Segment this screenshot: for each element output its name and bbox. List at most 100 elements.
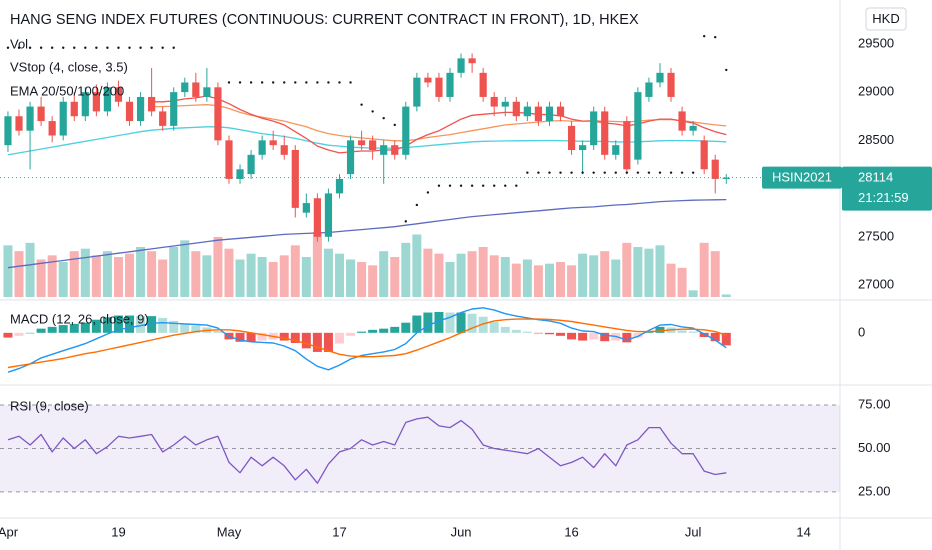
candle-body — [302, 203, 310, 213]
candle-body — [291, 150, 299, 208]
macd-histogram-bar — [213, 331, 223, 333]
volume-bar — [147, 251, 157, 297]
candle-body — [81, 92, 89, 117]
volume-bar — [246, 253, 256, 297]
vstop-dot — [493, 184, 496, 187]
vstop-dot — [238, 81, 242, 84]
candle-body — [236, 169, 244, 179]
candle-body — [103, 87, 112, 112]
volume-bar — [224, 248, 234, 297]
volume-bar — [445, 262, 455, 297]
candle-body — [280, 145, 288, 155]
candle-body — [590, 111, 598, 146]
macd-histogram-bar — [301, 332, 311, 349]
volume-bar — [346, 259, 356, 297]
volume-bar — [401, 242, 411, 297]
volume-bar — [500, 257, 510, 297]
vstop-dot — [39, 46, 43, 49]
volume-bar — [699, 242, 709, 297]
candle-body — [722, 177, 730, 179]
macd-histogram-bar — [434, 311, 444, 333]
macd-histogram-bar — [346, 332, 356, 336]
macd-histogram-bar — [511, 329, 521, 333]
candle-body — [645, 82, 653, 97]
macd-histogram-bar — [158, 317, 168, 333]
y-tick-label: 29000 — [858, 84, 894, 99]
candle-body — [125, 101, 134, 122]
macd-histogram-bar — [235, 332, 245, 342]
candle-body — [402, 106, 410, 155]
vstop-dot — [669, 171, 673, 174]
signal-line — [7, 318, 727, 369]
candle-body — [380, 145, 388, 155]
macd-histogram-bar — [721, 332, 731, 346]
currency-box[interactable] — [865, 7, 907, 31]
volume-bar — [235, 259, 245, 297]
macd-histogram-bar — [357, 331, 367, 333]
vstop-dot — [504, 184, 507, 187]
vstop-dot — [161, 46, 164, 49]
volume-bar — [312, 232, 322, 297]
volume-bar — [36, 259, 46, 297]
candle-body — [148, 96, 156, 112]
macd-histogram-bar — [312, 332, 322, 352]
candle-body — [15, 116, 23, 131]
ema-line — [7, 198, 727, 269]
y-tick-label: 27500 — [858, 228, 894, 243]
vstop-dot — [172, 46, 175, 49]
candle-body — [468, 58, 476, 64]
macd-histogram-bar — [14, 332, 24, 336]
volume-bar — [666, 263, 676, 297]
volume-bar — [589, 255, 599, 297]
volume-bar — [489, 255, 499, 297]
volume-bar — [379, 251, 389, 297]
candle-body — [225, 140, 233, 179]
macd-histogram-bar — [91, 319, 101, 333]
volume-bar — [688, 290, 698, 297]
macd-histogram-bar — [25, 332, 35, 334]
candle-body — [59, 101, 67, 136]
vstop-dot — [393, 123, 396, 127]
volume-bar — [622, 242, 632, 297]
volume-bar — [158, 259, 168, 297]
vstop-dot — [537, 171, 540, 174]
rsi-line — [7, 416, 727, 484]
vstop-dot — [227, 81, 231, 84]
candle-body — [92, 92, 100, 112]
volume-bar — [290, 245, 300, 297]
candle-body — [369, 140, 377, 150]
candle-body — [48, 121, 56, 136]
currency[interactable]: HKD — [872, 11, 899, 26]
macd-line — [7, 307, 727, 373]
volume-bar — [357, 262, 367, 297]
candle-body — [269, 140, 277, 146]
volume-bar — [113, 257, 123, 297]
volume-bar — [578, 253, 588, 297]
plot-layer — [0, 34, 840, 493]
volume-bar — [136, 247, 146, 297]
vstop-dot — [526, 171, 529, 174]
volume-bar — [423, 248, 433, 297]
vstop-dot — [73, 46, 76, 49]
macd-histogram-bar — [125, 315, 135, 333]
macd-histogram-bar — [699, 332, 709, 338]
vstop-dot — [128, 46, 131, 49]
volume-bar — [91, 255, 101, 297]
vstop-dot — [84, 46, 87, 49]
candle-body — [457, 58, 465, 73]
last-price: 28114 — [858, 170, 893, 185]
vstop-dot — [316, 81, 319, 84]
vstop-dot — [714, 35, 717, 39]
candle-body — [357, 140, 366, 146]
candle-body — [634, 92, 642, 160]
macd-histogram-bar — [578, 332, 588, 341]
macd-histogram-bar — [401, 322, 411, 333]
macd-histogram-bar — [246, 332, 256, 342]
candle-body — [258, 140, 266, 155]
macd-histogram-bar — [589, 332, 599, 340]
legend-vstop: VStop (4, close, 3.5) — [10, 59, 128, 74]
candle-body — [556, 106, 565, 117]
macd-histogram-bar — [567, 332, 577, 340]
macd-histogram-bar — [69, 323, 79, 333]
